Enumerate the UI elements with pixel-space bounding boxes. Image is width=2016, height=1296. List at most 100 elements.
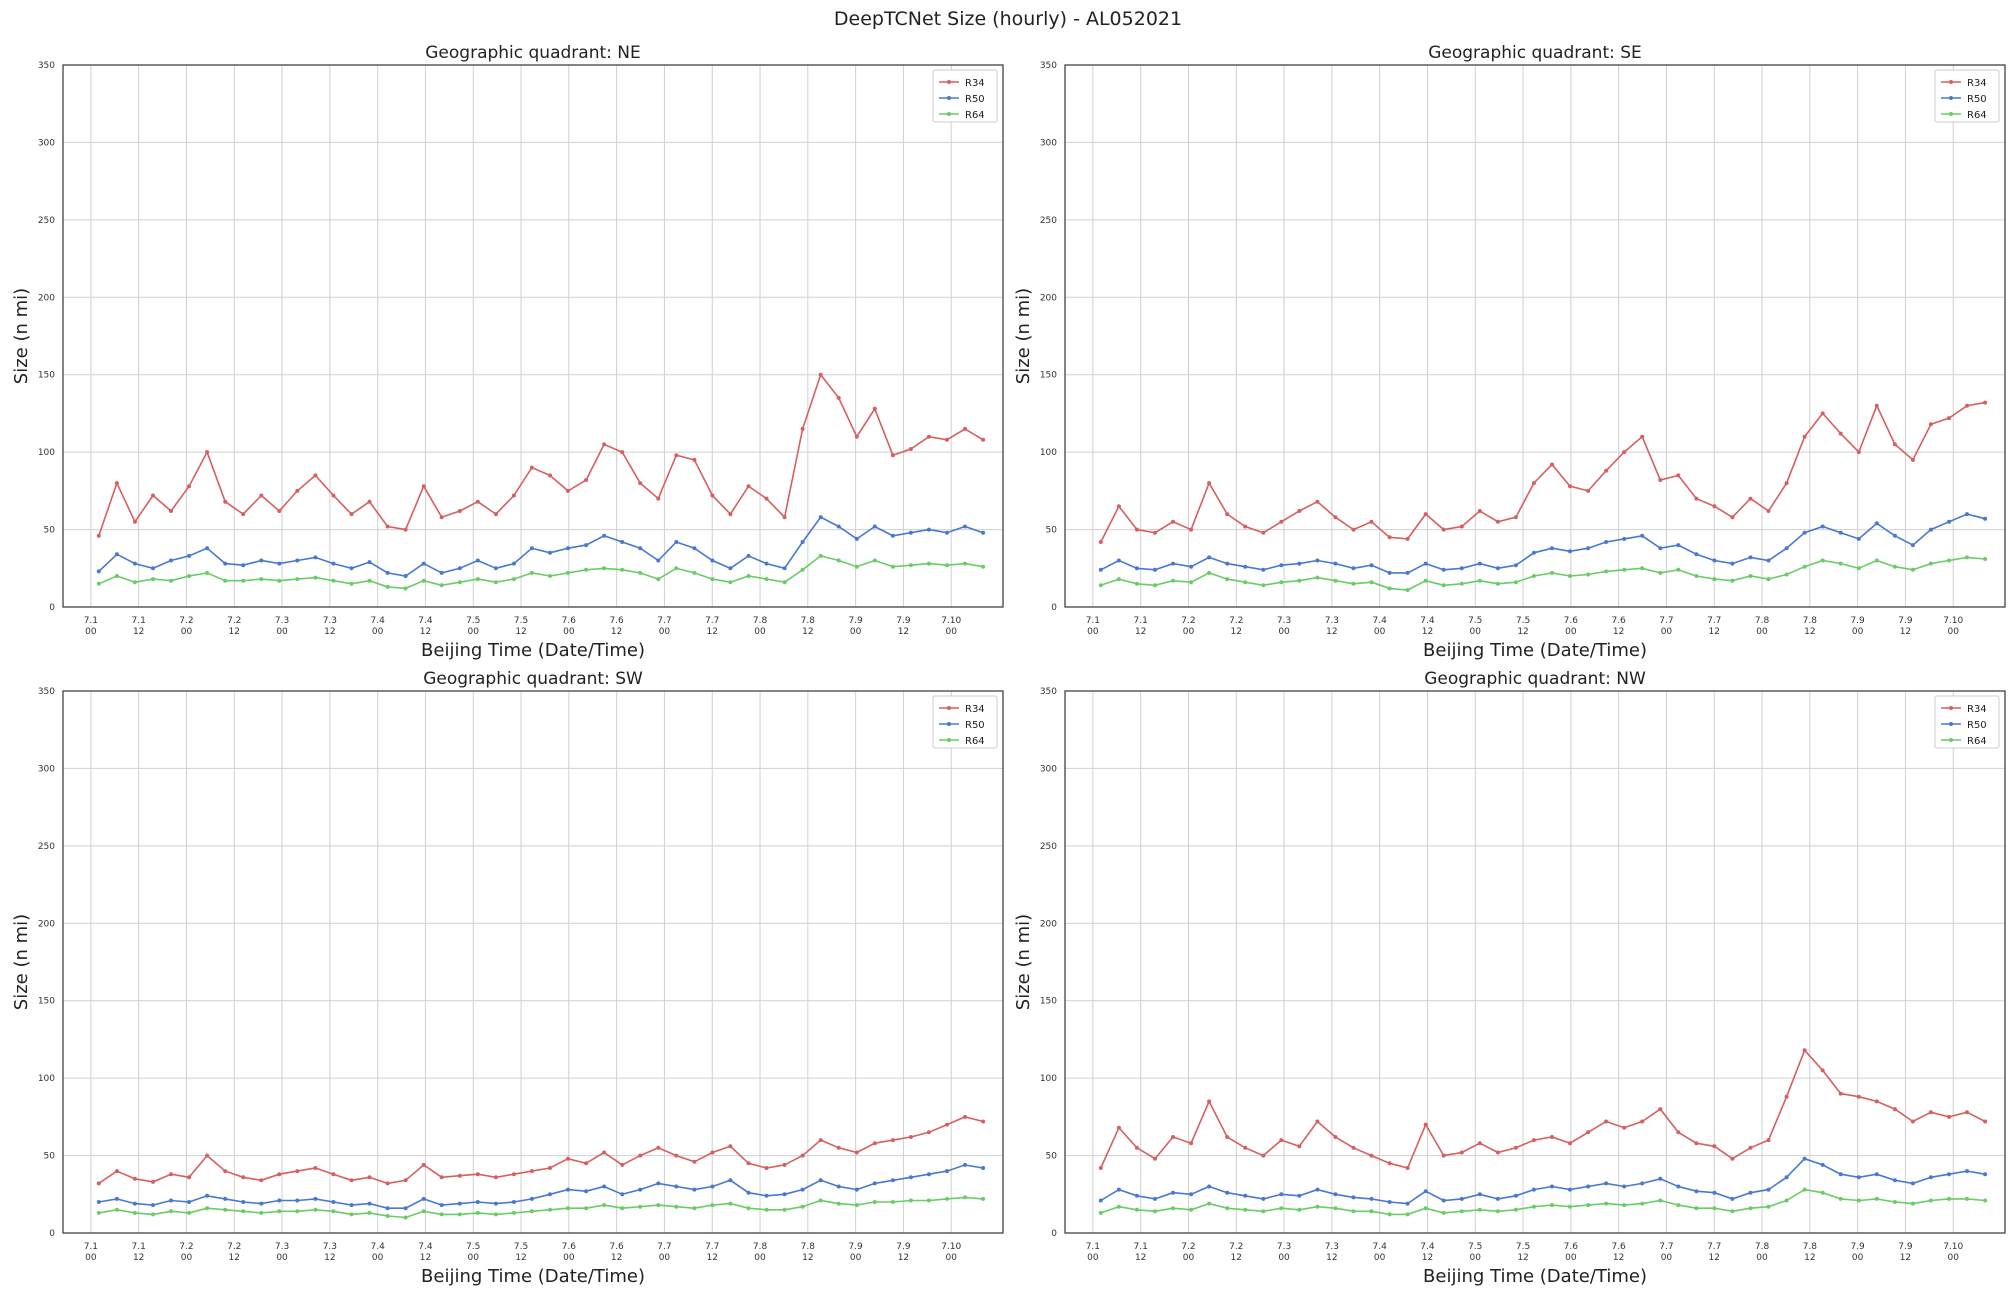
data-point-r50 [1387,570,1392,575]
data-point-r50 [1820,524,1825,529]
y-tick-label: 300 [38,764,55,774]
legend-label-r50: R50 [965,720,985,731]
y-tick-label: 200 [1040,293,1057,303]
data-point-r50 [638,546,643,551]
data-point-r50 [205,546,210,551]
x-tick-label-date: 7.7 [1659,1242,1673,1252]
data-point-r50 [1513,1193,1518,1198]
x-tick-label-hour: 12 [324,627,335,637]
data-point-r50 [1838,530,1843,535]
data-point-r50 [1171,1190,1175,1195]
series-line-r50 [1100,513,1986,574]
panel-0: 0501001502002503003507.1007.1127.2007.21… [11,43,1004,661]
data-point-r34 [1802,1048,1807,1053]
data-point-r50 [854,1187,859,1192]
data-point-r64 [205,570,210,575]
data-point-r34 [981,1119,986,1124]
data-point-r34 [1279,519,1284,524]
data-point-r34 [1098,540,1103,544]
x-tick-label-date: 7.2 [1229,1242,1243,1252]
data-point-r50 [1730,561,1735,566]
data-point-r64 [1712,1206,1717,1211]
data-point-r34 [132,1176,137,1181]
data-point-r34 [1784,481,1789,486]
data-point-r64 [1568,574,1572,578]
data-point-r50 [367,560,372,565]
data-point-r64 [1387,1212,1392,1217]
data-point-r64 [1531,574,1536,578]
data-point-r64 [132,580,137,585]
data-point-r64 [1910,567,1915,572]
data-point-r64 [602,566,607,571]
data-point-r64 [1965,1196,1969,1201]
x-tick-label-date: 7.3 [323,616,337,626]
data-point-r50 [151,566,155,571]
data-point-r64 [1910,1201,1915,1206]
data-point-r50 [638,1187,643,1192]
data-point-r50 [1333,1192,1338,1197]
data-point-r64 [656,577,661,582]
data-point-r34 [728,512,733,517]
data-point-r50 [548,1192,552,1197]
legend-marker-r34 [1949,706,1953,710]
data-point-r34 [926,434,931,439]
data-point-r64 [1874,1196,1879,1201]
x-tick-label-hour: 12 [1231,627,1242,637]
x-tick-label-hour: 00 [754,1253,766,1263]
data-point-r64 [421,1209,426,1214]
x-tick-label-date: 7.1 [132,616,146,626]
data-point-r50 [114,1196,119,1201]
data-point-r50 [746,553,751,558]
data-point-r64 [854,564,859,569]
data-point-r34 [1351,527,1356,532]
data-point-r50 [277,1198,282,1203]
data-point-r64 [151,1212,155,1217]
data-point-r50 [1279,1192,1284,1197]
x-tick-label-date: 7.9 [848,616,863,626]
x-tick-label-date: 7.3 [1325,1242,1339,1252]
data-point-r50 [890,533,895,538]
data-point-r34 [1892,1107,1897,1112]
data-point-r50 [1441,567,1446,572]
data-point-r50 [1640,533,1645,538]
x-tick-label-date: 7.1 [1086,616,1100,626]
x-tick-label-date: 7.4 [370,616,385,626]
data-point-r50 [1568,549,1572,554]
data-point-r34 [277,509,282,513]
data-point-r50 [1477,561,1482,566]
data-point-r50 [1928,527,1933,532]
data-point-r34 [602,1150,607,1155]
legend-label-r64: R64 [1967,110,1987,121]
x-tick-label-hour: 12 [611,627,622,637]
data-point-r34 [1297,509,1302,513]
data-point-r34 [584,478,589,482]
data-point-r64 [1658,570,1663,575]
x-tick-label-hour: 00 [945,627,957,637]
data-point-r50 [1116,558,1121,563]
x-tick-label-hour: 00 [372,1253,384,1263]
data-point-r50 [223,561,228,566]
data-point-r64 [1712,577,1717,582]
legend-marker-r64 [947,112,951,116]
x-tick-label-date: 7.8 [801,616,816,626]
data-point-r34 [1315,499,1320,504]
data-point-r34 [1477,1141,1482,1146]
x-tick-label-hour: 12 [1900,627,1911,637]
data-point-r64 [1134,1207,1139,1212]
data-point-r34 [475,499,480,504]
data-point-r50 [1983,516,1988,521]
data-point-r34 [241,512,246,517]
data-point-r50 [1459,566,1464,571]
data-point-r50 [710,1184,715,1189]
x-tick-label-hour: 12 [1613,627,1624,637]
data-point-r34 [1766,1138,1771,1143]
data-point-r50 [511,561,516,566]
data-point-r34 [295,488,300,493]
data-point-r34 [908,447,913,451]
legend-label-r50: R50 [1967,94,1987,105]
data-point-r64 [836,1201,841,1206]
series-line-r64 [1100,1188,1986,1216]
data-point-r34 [746,1161,751,1166]
data-point-r50 [1495,566,1500,571]
data-point-r34 [981,437,986,442]
